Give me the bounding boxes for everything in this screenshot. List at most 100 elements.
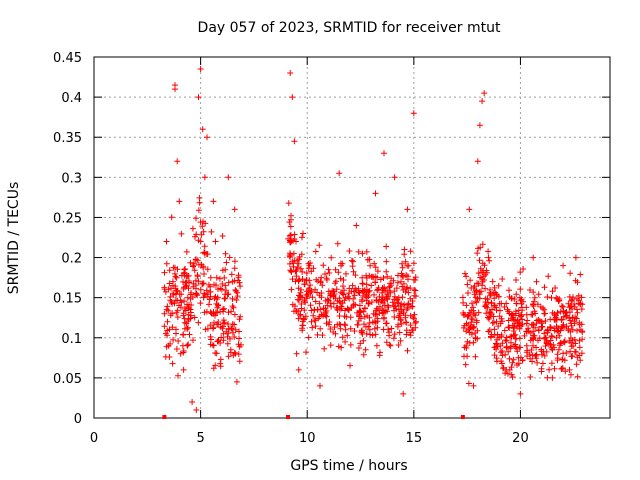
data-point <box>377 303 383 310</box>
zero-marker <box>460 415 465 419</box>
data-point <box>501 304 508 310</box>
data-point <box>360 351 367 358</box>
data-point <box>170 290 176 297</box>
data-point <box>368 282 375 289</box>
data-point <box>359 287 366 294</box>
data-point <box>496 334 503 341</box>
data-point <box>535 337 541 344</box>
data-point <box>463 302 470 309</box>
data-point <box>323 313 330 320</box>
data-point <box>161 323 168 330</box>
data-point <box>207 333 214 340</box>
data-point <box>476 122 483 129</box>
data-point <box>214 309 221 316</box>
data-point <box>307 282 314 289</box>
data-point <box>174 158 181 165</box>
data-point <box>212 350 219 356</box>
data-point <box>356 309 363 316</box>
data-point <box>305 334 312 341</box>
data-point <box>530 289 537 296</box>
data-point <box>407 248 414 255</box>
data-point <box>320 262 327 269</box>
data-point <box>195 319 202 326</box>
data-point <box>555 346 562 353</box>
data-point <box>499 318 506 325</box>
data-point <box>372 331 379 338</box>
data-point <box>516 294 523 301</box>
data-point <box>231 334 238 340</box>
data-point <box>169 360 176 367</box>
data-point <box>517 297 524 304</box>
data-point <box>303 270 310 276</box>
data-point <box>535 291 542 298</box>
data-point <box>538 318 545 325</box>
data-point <box>491 302 498 309</box>
data-point <box>303 349 309 356</box>
data-point <box>411 286 418 293</box>
data-point <box>476 289 483 296</box>
data-point <box>325 266 332 273</box>
data-point <box>223 259 230 266</box>
data-point <box>556 342 563 349</box>
data-point <box>222 250 229 257</box>
data-point <box>286 219 293 226</box>
data-point <box>527 374 534 380</box>
data-point <box>481 90 488 97</box>
data-point <box>373 305 380 312</box>
data-point <box>168 214 175 221</box>
data-point <box>546 366 553 373</box>
data-point <box>336 170 343 177</box>
data-point <box>390 335 397 342</box>
data-point <box>312 298 319 305</box>
data-point <box>295 366 302 373</box>
data-point <box>351 292 358 299</box>
data-point <box>567 317 574 324</box>
data-point <box>355 317 362 324</box>
data-point <box>395 294 402 301</box>
data-point <box>397 337 404 344</box>
data-point <box>375 298 382 305</box>
data-point <box>465 290 471 296</box>
data-point <box>228 308 235 315</box>
data-point <box>187 259 194 266</box>
data-point <box>301 307 308 314</box>
data-point <box>166 280 173 287</box>
data-point <box>321 345 328 352</box>
data-point <box>549 374 556 381</box>
data-point <box>513 291 520 298</box>
data-point <box>349 282 356 289</box>
data-point <box>359 280 366 287</box>
data-point <box>193 231 200 238</box>
data-point <box>198 231 205 238</box>
data-point <box>343 270 349 277</box>
data-point <box>236 335 242 342</box>
data-point <box>305 287 312 293</box>
data-point <box>542 334 549 341</box>
data-point <box>491 295 498 302</box>
data-point <box>161 269 168 276</box>
data-point <box>298 251 305 258</box>
data-point <box>542 343 549 349</box>
data-point <box>299 276 306 282</box>
data-point <box>186 331 193 338</box>
data-point <box>376 352 383 359</box>
data-point <box>561 339 568 346</box>
data-point <box>204 266 211 273</box>
data-point <box>310 312 317 319</box>
data-point <box>230 304 237 311</box>
y-tick-label: 0.1 <box>61 332 82 347</box>
data-point <box>232 287 239 293</box>
y-tick-label: 0.45 <box>53 51 82 66</box>
data-point <box>217 356 224 363</box>
data-point <box>516 344 523 351</box>
data-point <box>162 288 169 295</box>
data-point <box>303 276 310 283</box>
y-tick-label: 0 <box>74 412 82 427</box>
data-point <box>475 309 482 316</box>
data-point <box>218 286 225 293</box>
data-point <box>515 307 522 314</box>
data-point <box>412 320 419 326</box>
data-point <box>539 360 546 367</box>
data-point <box>403 319 410 326</box>
data-point <box>221 295 228 302</box>
